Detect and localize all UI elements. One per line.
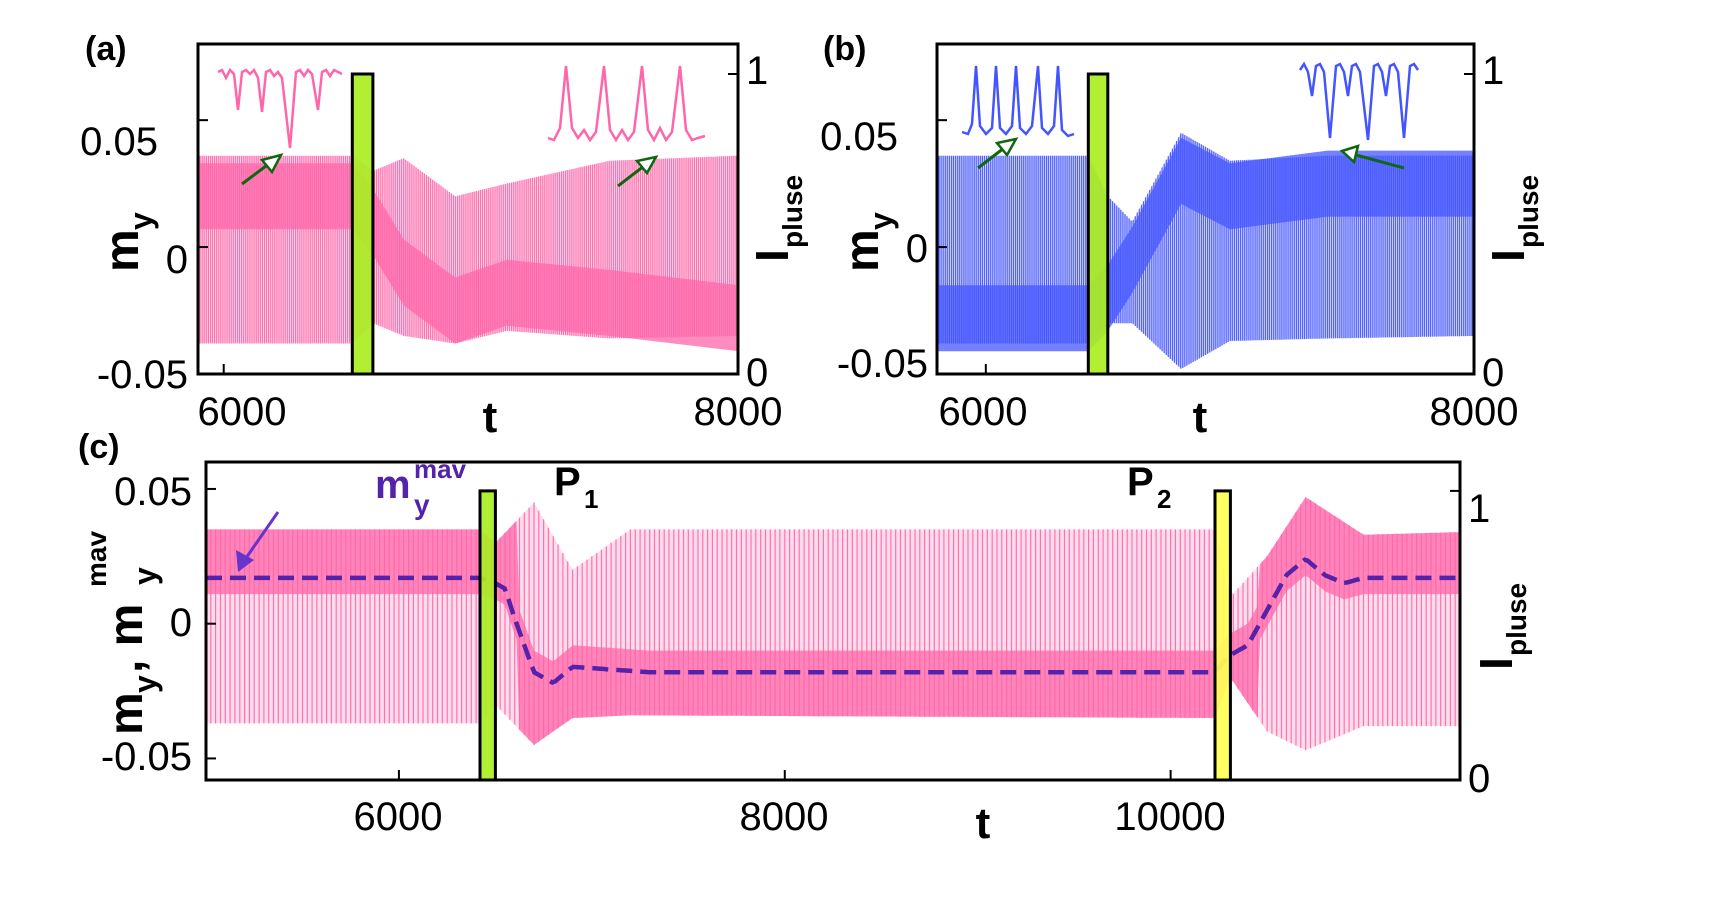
panel-c-xtick-3: 10000 bbox=[1114, 795, 1225, 839]
panel-a-ylabel-sub: y bbox=[123, 212, 159, 230]
panel-c-mav-line bbox=[206, 557, 1460, 685]
panel-a-y2label-sub: pluse bbox=[777, 175, 808, 248]
panel-b-xtick-1: 6000 bbox=[939, 390, 1028, 434]
panel-a-xtick-1: 6000 bbox=[198, 390, 287, 434]
panel-b-y2tick-1: 1 bbox=[1482, 49, 1504, 93]
panel-c-ylabel: m y , m y mav bbox=[81, 531, 163, 735]
panel-c-ylabel-sub2: y bbox=[127, 567, 163, 585]
panel-c-xtick-1: 6000 bbox=[354, 795, 443, 839]
panel-c-y2tick-1: 1 bbox=[1468, 487, 1490, 531]
panel-a-plot-area bbox=[197, 72, 739, 376]
panel-b-y2label-main: I bbox=[1482, 249, 1534, 262]
panel-c-frame bbox=[204, 460, 1462, 782]
panel-c-y2label-main: I bbox=[1470, 657, 1522, 670]
panel-b-y2tick-2: 0 bbox=[1482, 351, 1504, 395]
panel-a-y2label: I pluse bbox=[746, 175, 808, 262]
panel-c-ylabel-sub: y bbox=[127, 675, 163, 693]
panel-c: (c) 0.05 0 -0.05 1 0 6000 8000 10000 t m… bbox=[78, 428, 1532, 848]
panel-c-mav-annotation: m y mav bbox=[375, 454, 467, 520]
panel-c-p2-annotation: P 2 bbox=[1127, 460, 1171, 514]
panel-a-arrow-2 bbox=[617, 155, 659, 188]
panel-c-p1-annotation: P 1 bbox=[554, 460, 598, 514]
p1-annotation-sub: 1 bbox=[584, 484, 598, 514]
panel-c-y2label-sub: pluse bbox=[1501, 583, 1532, 656]
panel-b-ytick-1: 0.05 bbox=[820, 115, 898, 159]
panel-a-y2tick-1: 1 bbox=[746, 49, 768, 93]
panel-a-xlabel: t bbox=[483, 393, 498, 442]
panel-a-ytick-1: 0.05 bbox=[80, 120, 158, 164]
panel-c-xtick-2: 8000 bbox=[740, 795, 829, 839]
p1-annotation-main: P bbox=[554, 460, 581, 504]
panel-c-dense-band bbox=[206, 498, 1460, 745]
panel-b-arrow-2 bbox=[1339, 144, 1405, 170]
panel-a-inset-right bbox=[547, 65, 706, 143]
panel-c-plot-area bbox=[205, 487, 1461, 782]
panel-c-pulse-2 bbox=[1213, 489, 1232, 782]
panel-c-xlabel: t bbox=[976, 799, 991, 848]
panel-b-frame bbox=[935, 42, 1476, 376]
panel-b-xtick-2: 8000 bbox=[1430, 390, 1519, 434]
panel-c-ylabel-mid: , m bbox=[100, 604, 153, 673]
mav-annotation-main: m bbox=[375, 463, 411, 507]
p2-annotation-sub: 2 bbox=[1157, 484, 1171, 514]
panel-b-dense-band bbox=[937, 138, 1474, 352]
panel-b-y2label-sub: pluse bbox=[1513, 175, 1544, 248]
mav-annotation-sub: y bbox=[414, 489, 430, 520]
panel-c-ytick-1: 0.05 bbox=[114, 470, 192, 514]
panel-c-y2label: I pluse bbox=[1470, 583, 1532, 670]
panel-c-label: (c) bbox=[78, 428, 120, 466]
panel-b-ylabel-main: m bbox=[836, 229, 889, 272]
panel-b-ylabel: m y bbox=[836, 212, 899, 272]
panel-c-ytick-2: 0 bbox=[170, 601, 192, 645]
panel-c-pulse-1 bbox=[478, 489, 497, 782]
panel-a-label: (a) bbox=[85, 30, 127, 68]
panel-b-ytick-2: 0 bbox=[906, 227, 928, 271]
panel-a-arrow-1 bbox=[241, 153, 284, 186]
panel-a-y2label-main: I bbox=[746, 249, 798, 262]
panel-a-ytick-2: 0 bbox=[166, 238, 188, 282]
panel-b-ylabel-sub: y bbox=[863, 212, 899, 230]
panel-a-y2tick-2: 0 bbox=[746, 351, 768, 395]
mav-annotation-sup: mav bbox=[414, 454, 467, 484]
panel-a-dense-band bbox=[198, 163, 738, 352]
panel-a-ylabel-main: m bbox=[96, 229, 149, 272]
panel-a: (a) 0.05 0 -0.05 1 0 6000 8000 t m y I p… bbox=[80, 30, 808, 442]
panel-c-ytick-3: -0.05 bbox=[101, 735, 192, 779]
panel-c-ylabel-main: m bbox=[100, 692, 153, 735]
panel-b-inset-left bbox=[961, 65, 1075, 138]
p2-annotation-main: P bbox=[1127, 460, 1154, 504]
panel-b-inset-right bbox=[1298, 61, 1420, 141]
panel-a-pulse-1 bbox=[350, 72, 375, 376]
panel-b-arrow-1 bbox=[977, 137, 1019, 170]
panel-b-ytick-3: -0.05 bbox=[837, 342, 928, 386]
panel-c-y2tick-2: 0 bbox=[1468, 757, 1490, 801]
panel-a-inset-left bbox=[217, 67, 343, 149]
panel-a-frame bbox=[196, 42, 740, 376]
panel-b-y2label: I pluse bbox=[1482, 175, 1544, 262]
panel-a-ytick-3: -0.05 bbox=[97, 353, 188, 397]
panel-b: (b) 0.05 0 -0.05 1 0 6000 8000 t m y I p… bbox=[820, 30, 1544, 442]
panel-c-mav-arrow bbox=[236, 511, 280, 572]
panel-b-label: (b) bbox=[823, 30, 866, 68]
panel-b-plot-area bbox=[936, 72, 1475, 376]
panel-a-xtick-2: 8000 bbox=[694, 390, 783, 434]
panel-b-xlabel: t bbox=[1193, 393, 1208, 442]
panel-b-pulse-1 bbox=[1086, 72, 1110, 376]
panel-a-ylabel: m y bbox=[96, 212, 159, 272]
panel-c-ylabel-sup: mav bbox=[81, 531, 112, 587]
